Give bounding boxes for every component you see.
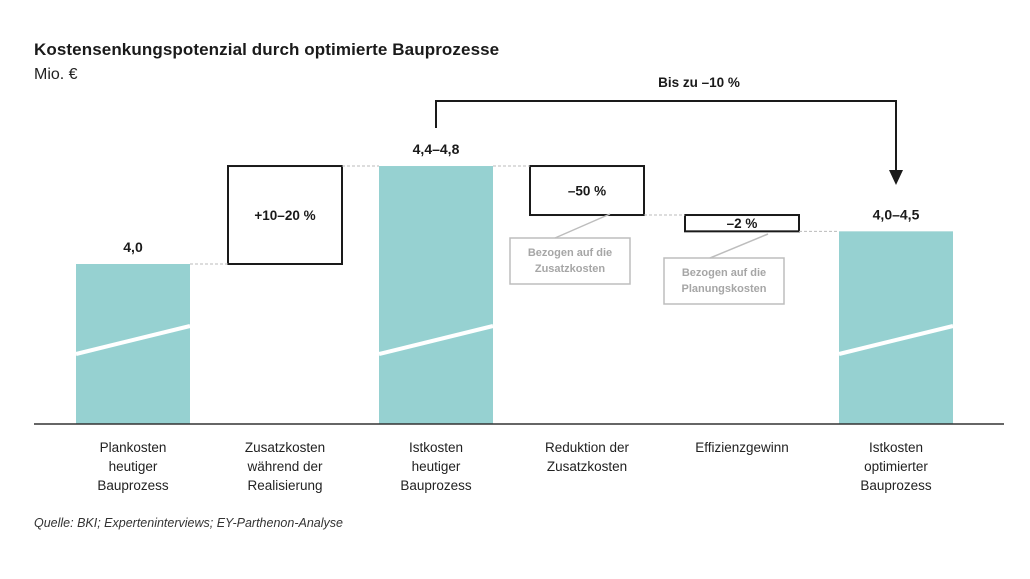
category-label-line: Plankosten [99, 440, 167, 455]
category-label-line: Istkosten [408, 440, 464, 455]
category-label: Reduktion der Zusatzkosten [512, 438, 662, 476]
category-label-line: Bauprozess [400, 478, 472, 493]
note-text: Bezogen auf die [682, 267, 766, 279]
unit-label: Mio. € [34, 66, 78, 83]
bar-value-label: 4,4–4,8 [413, 141, 460, 157]
category-label: Plankosten heutiger Bauprozess [58, 438, 208, 495]
decrease-box [684, 214, 800, 233]
note-text: Zusatzkosten [535, 263, 606, 275]
category-label-line: Effizienzgewinn [695, 440, 789, 455]
bracket-arrowhead [889, 170, 903, 185]
category-label-line: Bauprozess [860, 478, 932, 493]
category-label: Zusatzkosten während der Realisierung [210, 438, 360, 495]
increase-box [227, 165, 343, 266]
note-pointer [709, 233, 769, 259]
step-value-label: +10–20 % [254, 208, 315, 223]
note-box [663, 257, 785, 305]
category-label-line: heutiger [108, 459, 158, 474]
axis-break-mark [838, 324, 954, 356]
axis-break-mark [75, 324, 191, 356]
note-box [509, 237, 631, 285]
bar-total [379, 166, 493, 424]
category-label: Istkosten heutiger Bauprozess [361, 438, 511, 495]
category-label-line: Bauprozess [97, 478, 169, 493]
category-label-line: Zusatzkosten [244, 440, 326, 455]
note-text: Planungskosten [682, 283, 767, 295]
bracket-label: Bis zu –10 % [658, 75, 740, 90]
category-label-line: Realisierung [247, 478, 323, 493]
category-label: Effizienzgewinn [667, 438, 817, 457]
category-label-line: Istkosten [868, 440, 924, 455]
note-text: Bezogen auf die [528, 247, 612, 259]
category-label-line: heutiger [411, 459, 461, 474]
category-label-line: Reduktion der [544, 440, 630, 455]
category-label-line: optimierter [864, 459, 928, 474]
bar-value-label: 4,0–4,5 [873, 206, 920, 222]
category-label-line: während der [247, 459, 323, 474]
category-label: Istkosten optimierter Bauprozess [821, 438, 971, 495]
step-value-label: –50 % [568, 184, 606, 199]
bar-value-label: 4,0 [123, 239, 143, 255]
decrease-box [529, 165, 645, 217]
bar-total [76, 264, 190, 424]
category-label-line: Zusatzkosten [546, 459, 628, 474]
step-value-label: –2 % [727, 216, 758, 231]
axis-break-mark [378, 324, 494, 356]
source-note: Quelle: BKI; Experteninterviews; EY-Part… [34, 516, 343, 530]
comparison-bracket [435, 100, 897, 172]
note-pointer [554, 213, 611, 239]
chart-title: Kostensenkungspotenzial durch optimierte… [34, 40, 500, 59]
bar-total [839, 231, 953, 424]
